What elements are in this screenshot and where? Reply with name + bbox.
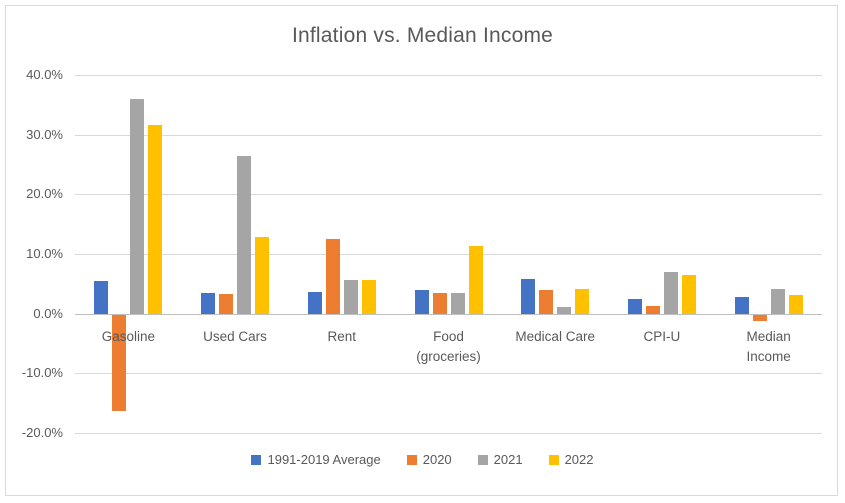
legend-label: 2021 bbox=[493, 452, 523, 467]
bar-2020-cpi-u bbox=[645, 305, 660, 314]
bar-2021-median-income bbox=[770, 289, 785, 314]
x-axis-category-label: CPI-U bbox=[643, 328, 681, 344]
y-axis-tick-label: 10.0% bbox=[26, 246, 63, 261]
legend-swatch-icon bbox=[548, 454, 559, 465]
x-axis-category-label: Gasoline bbox=[101, 328, 155, 344]
y-axis-tick-label: 20.0% bbox=[26, 186, 63, 202]
x-axis-category-label: Rent bbox=[327, 328, 357, 344]
gridline bbox=[75, 373, 822, 375]
bar-2022-food-groceries- bbox=[468, 245, 483, 314]
y-axis-tick-label: -10.0% bbox=[21, 365, 63, 381]
bar-1991-2019-average-used-cars bbox=[201, 293, 216, 314]
bar-2022-medical-care bbox=[575, 289, 590, 314]
bar-2020-used-cars bbox=[219, 293, 234, 314]
bar-2020-food-groceries- bbox=[432, 292, 447, 314]
y-axis-tick-label: 30.0% bbox=[26, 126, 63, 142]
bar-2021-gasoline bbox=[130, 98, 145, 314]
legend-item: 2021 bbox=[477, 452, 523, 467]
bar-2020-median-income bbox=[752, 314, 767, 321]
bar-2020-rent bbox=[325, 239, 340, 314]
y-axis-tick-label: -20.0% bbox=[21, 425, 63, 440]
bar-1991-2019-average-median-income bbox=[734, 296, 749, 314]
bar-1991-2019-average-gasoline bbox=[94, 280, 109, 314]
gridline bbox=[75, 134, 822, 136]
gridline bbox=[75, 254, 822, 255]
bar-1991-2019-average-rent bbox=[307, 291, 322, 314]
bar-2020-medical-care bbox=[539, 289, 554, 314]
y-axis-tick-label: 0.0% bbox=[33, 305, 63, 321]
legend-item: 2022 bbox=[548, 452, 594, 467]
bar-2022-used-cars bbox=[255, 237, 270, 314]
bar-2021-medical-care bbox=[557, 306, 572, 314]
legend-swatch-icon bbox=[251, 454, 262, 465]
x-axis-line bbox=[75, 313, 822, 315]
legend-label: 1991-2019 Average bbox=[267, 452, 381, 467]
legend-label: 2020 bbox=[422, 452, 452, 467]
chart-legend: 1991-2019 Average 2020 2021 2022 bbox=[0, 452, 845, 467]
bar-2021-cpi-u bbox=[663, 271, 678, 314]
x-axis-category-label: Medical Care bbox=[515, 328, 595, 344]
bar-2022-median-income bbox=[788, 294, 803, 314]
bar-2021-food-groceries- bbox=[450, 292, 465, 314]
legend-label: 2022 bbox=[564, 452, 594, 467]
gridline bbox=[75, 75, 822, 76]
legend-item: 2020 bbox=[406, 452, 452, 467]
legend-swatch-icon bbox=[406, 454, 417, 465]
legend-item: 1991-2019 Average bbox=[251, 452, 381, 467]
legend-swatch-icon bbox=[477, 454, 488, 465]
gridline bbox=[75, 194, 822, 196]
bar-2020-gasoline bbox=[112, 314, 127, 412]
bar-1991-2019-average-medical-care bbox=[521, 279, 536, 314]
x-axis-category-label: Food (groceries) bbox=[416, 328, 481, 364]
bar-2022-gasoline bbox=[148, 125, 163, 314]
x-axis-category-label: Used Cars bbox=[203, 328, 267, 344]
y-axis-tick-label: 40.0% bbox=[26, 67, 63, 82]
bar-1991-2019-average-food-groceries- bbox=[414, 290, 429, 314]
bar-2022-cpi-u bbox=[681, 274, 696, 314]
gridline bbox=[75, 433, 822, 434]
x-axis-category-label: Median Income bbox=[746, 328, 791, 364]
chart-title: Inflation vs. Median Income bbox=[291, 24, 554, 47]
bar-2021-rent bbox=[343, 279, 358, 314]
bar-2021-used-cars bbox=[237, 156, 252, 314]
bar-2022-rent bbox=[361, 280, 376, 314]
bar-1991-2019-average-cpi-u bbox=[627, 299, 642, 314]
